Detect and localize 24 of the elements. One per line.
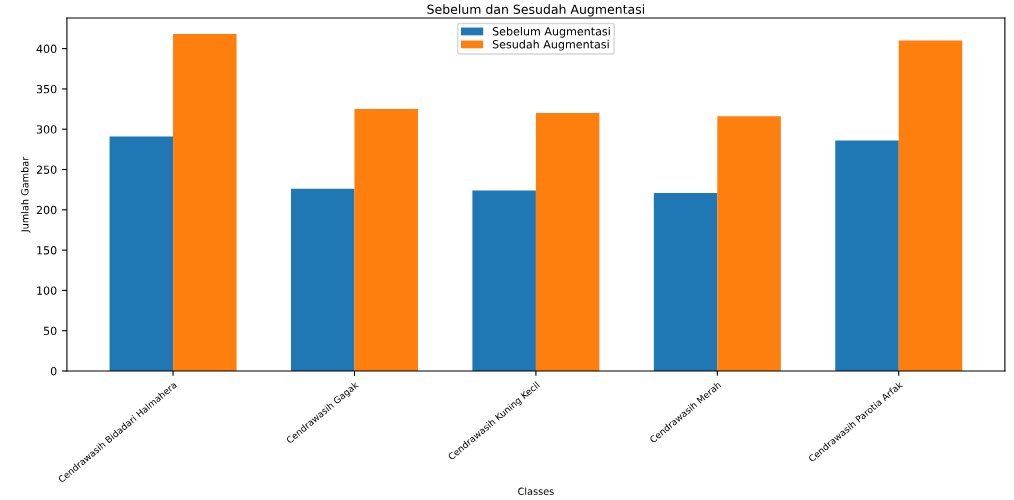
y-tick-label: 300 xyxy=(36,125,57,134)
y-tick-label: 150 xyxy=(37,246,57,255)
bar xyxy=(535,113,600,371)
chart-title: Sebelum dan Sesudah Augmentasi xyxy=(427,4,645,17)
bar xyxy=(354,109,418,371)
bar xyxy=(472,190,536,371)
bar xyxy=(173,34,237,371)
bar xyxy=(835,140,899,371)
bar xyxy=(653,192,718,371)
bar xyxy=(717,116,781,371)
legend-label: Sebelum Augmentasi xyxy=(492,26,610,38)
y-tick-label: 200 xyxy=(36,205,57,215)
y-axis-title: Jumlah Gambar xyxy=(21,156,31,233)
y-tick-label: 250 xyxy=(36,165,57,174)
y-tick-label: 350 xyxy=(36,84,57,94)
bar xyxy=(898,40,963,371)
x-axis-title: Classes xyxy=(518,487,554,495)
y-tick-label: 100 xyxy=(37,286,57,295)
bar xyxy=(109,136,174,371)
y-tick-label: 0 xyxy=(50,366,57,376)
y-tick-label: 50 xyxy=(43,326,57,336)
bar xyxy=(290,188,355,371)
legend-label: Sesudah Augmentasi xyxy=(492,39,609,51)
y-tick-label: 400 xyxy=(36,44,57,53)
